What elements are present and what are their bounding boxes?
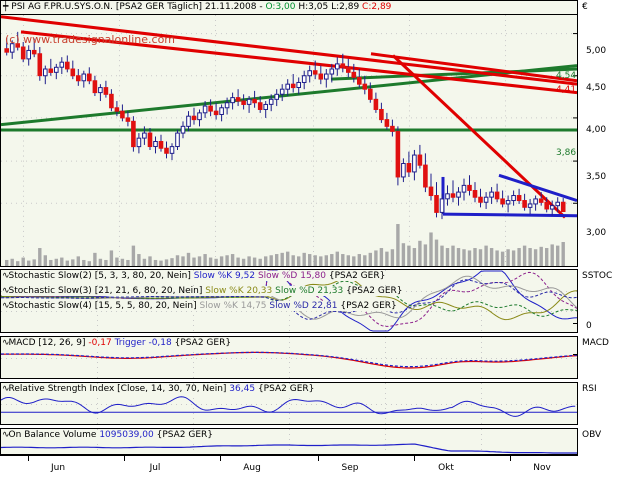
sstoc-axis-label: SSTOC (582, 271, 613, 281)
wave-icon: ∿ (2, 286, 9, 296)
obv-value: 1095039,00 (99, 430, 154, 440)
stochastic-3-legend[interactable]: ∿Stochastic Slow(3) [21, 21, 6, 80, 20, … (2, 286, 404, 296)
indicator-name: Relative Strength Index (8, 384, 115, 394)
indicator-params: [5, 3, 3, 80, 20, Nein] (94, 271, 191, 281)
obv-legend[interactable]: ∿On Balance Volume 1095039,00 {PSA2 GER} (2, 430, 215, 440)
sstoc-axis-zero: 0 (586, 321, 592, 331)
obv-axis-label: OBV (582, 430, 602, 440)
close-value: C:2,89 (362, 2, 392, 12)
title-separator: - (259, 2, 263, 12)
slow-d-value: Slow %D 22,81 (269, 301, 338, 311)
low-value: L:2,89 (331, 2, 360, 12)
date-axis-tick (220, 456, 221, 461)
date-axis-label-jul: Jul (149, 463, 161, 473)
rsi-plot (1, 383, 577, 424)
axis-baseline (0, 455, 578, 456)
price-label-441: 4,41 (556, 85, 577, 95)
date-axis-tick (28, 456, 29, 461)
indicator-source: {PSA2 GER} (340, 301, 397, 311)
price-tick-450: 4,50 (586, 83, 607, 93)
slow-d-value: Slow %D 15,80 (257, 271, 326, 281)
rsi-axis-label: RSI (582, 384, 597, 394)
chart-title-bar[interactable]: ┿ PSI AG F.PR.U.SYS.O.N. [PSA2 GER Tägli… (0, 0, 578, 15)
stochastic-4-legend[interactable]: ∿Stochastic Slow(4) [15, 5, 5, 80, 20, N… (2, 301, 398, 311)
indicator-name: On Balance Volume (8, 430, 97, 440)
rsi-legend[interactable]: ∿Relative Strength Index [Close, 14, 30,… (2, 384, 316, 394)
macd-plot (1, 337, 577, 378)
candlestick-icon: ┿ (3, 2, 9, 12)
indicator-name: Stochastic Slow(2) (8, 271, 92, 281)
price-plot (1, 15, 577, 266)
price-label-454: 4,54 (556, 71, 577, 81)
wave-icon: ∿ (2, 384, 9, 394)
exchange-interval: [PSA2 GER Täglich] (115, 2, 203, 12)
macd-legend[interactable]: ∿MACD [12, 26, 9] -0,17 Trigger -0,18 {P… (2, 338, 233, 348)
indicator-source: {PSA2 GER} (346, 286, 403, 296)
indicator-name: MACD (8, 338, 36, 348)
rsi-value: 36,45 (229, 384, 256, 394)
indicator-params: [12, 26, 9] (38, 338, 86, 348)
date-axis-tick (510, 456, 511, 461)
date-axis-label-okt: Okt (438, 463, 454, 473)
indicator-params: [15, 5, 5, 80, 20, Nein] (94, 301, 197, 311)
indicator-source: {PSA2 GER} (257, 384, 315, 394)
slow-k-value: Slow %K 9,52 (193, 271, 256, 281)
wave-icon: ∿ (2, 301, 9, 311)
slow-d-value: Slow %D 21,33 (275, 286, 344, 296)
quote-date: 21.11.2008 (204, 2, 257, 12)
price-tick-350: 3,50 (586, 172, 607, 182)
date-axis-tick (318, 456, 319, 461)
stochastic-2-legend[interactable]: ∿Stochastic Slow(2) [5, 3, 3, 80, 20, Ne… (2, 271, 387, 281)
date-axis-label-sep: Sep (341, 463, 359, 473)
indicator-source: {PSA2 GER} (328, 271, 386, 281)
high-value: H:3,05 (298, 2, 329, 12)
watermark-text: (c) www.tradesignalonline.com (5, 33, 176, 46)
indicator-name: Stochastic Slow(3) (8, 286, 92, 296)
currency-symbol: € (582, 2, 588, 12)
price-chart-panel[interactable]: (c) www.tradesignalonline.com (0, 15, 578, 267)
obv-plot (1, 429, 577, 454)
macd-axis-label: MACD (582, 338, 609, 348)
price-tick-400: 4,00 (586, 125, 607, 135)
open-value: O:3,00 (265, 2, 296, 12)
date-axis-label-aug: Aug (243, 463, 261, 473)
price-tick-500: 5,00 (586, 46, 607, 56)
indicator-params: [21, 21, 6, 80, 20, Nein] (94, 286, 203, 296)
macd-value: -0,17 (88, 338, 112, 348)
indicator-source: {PSA2 GER} (156, 430, 214, 440)
price-label-386: 3,86 (556, 148, 577, 158)
slow-k-value: Slow %K 14,75 (199, 301, 267, 311)
indicator-source: {PSA2 GER} (174, 338, 232, 348)
indicator-name: Stochastic Slow(4) (8, 301, 92, 311)
wave-icon: ∿ (2, 271, 9, 281)
instrument-symbol: PSI AG F.PR.U.SYS.O.N. (11, 2, 114, 12)
date-axis-label-jun: Jun (50, 463, 66, 473)
slow-k-value: Slow %K 20,33 (205, 286, 273, 296)
right-axis-column[interactable]: € 5,00 4,50 4,00 3,50 3,00 SSTOC 0 MACD … (578, 0, 640, 455)
date-axis-tick (414, 456, 415, 461)
date-axis-tick (124, 456, 125, 461)
price-tick-300: 3,00 (586, 228, 607, 238)
wave-icon: ∿ (2, 338, 9, 348)
macd-trigger-value: Trigger -0,18 (114, 338, 172, 348)
indicator-params: [Close, 14, 30, 70, Nein] (117, 384, 227, 394)
wave-icon: ∿ (2, 430, 9, 440)
date-axis-label-nov: Nov (533, 463, 551, 473)
date-axis[interactable]: Jun Jul Aug Sep Okt Nov (0, 455, 640, 480)
